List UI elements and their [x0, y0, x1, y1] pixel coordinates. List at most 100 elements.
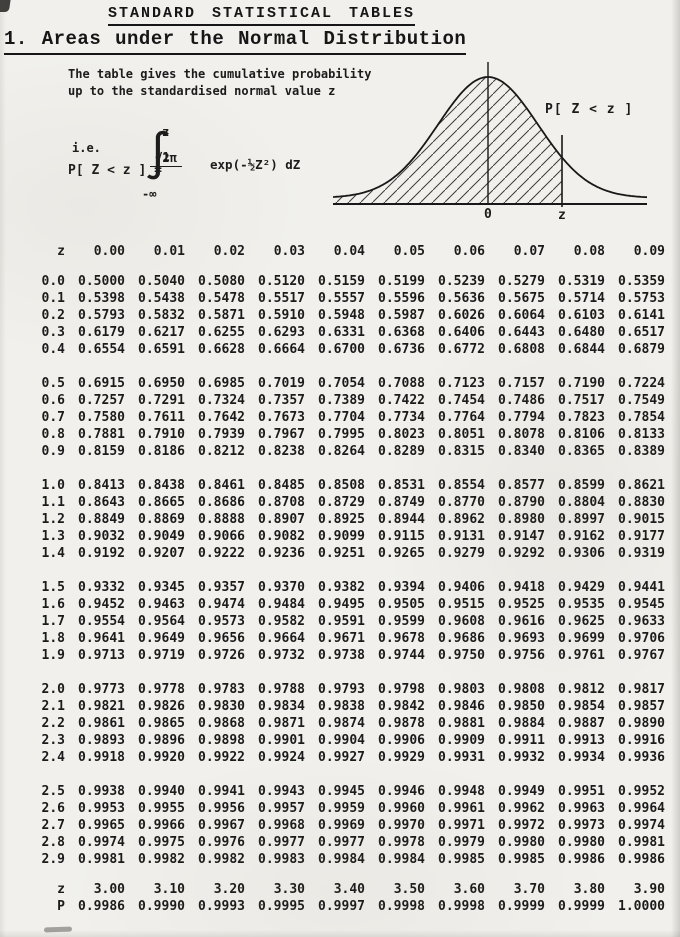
table-cell: 0.9505: [378, 597, 425, 612]
table-cell: 0.9554: [78, 614, 125, 629]
table-cell: 0.9842: [378, 699, 425, 714]
table-cell: 1.0000: [618, 899, 665, 914]
table-row: 0.7 0.7580 0.7611 0.7642 0.7673 0.7704 0.7734 0…: [20, 409, 665, 426]
table-cell: 3.60: [453, 882, 485, 897]
table-cell: 0.9904: [318, 733, 365, 748]
row-label: 2.8: [41, 835, 65, 850]
table-cell: 0.6368: [378, 325, 425, 340]
table-cell: 0.7257: [78, 393, 125, 408]
table-cell: 0.9964: [618, 801, 665, 816]
table-cell: 0.9279: [438, 546, 485, 561]
table-cell: 0.9608: [438, 614, 485, 629]
table-cell: 0.8790: [498, 495, 545, 510]
table-cell: 0.9535: [558, 597, 605, 612]
table-cell: 0.9756: [498, 648, 545, 663]
table-cell: 0.5596: [378, 291, 425, 306]
table-cell: 0.6554: [78, 342, 125, 357]
table-cell: 0.5438: [138, 291, 185, 306]
table-cell: 0.9463: [138, 597, 185, 612]
table-cell: 0.6628: [198, 342, 245, 357]
table-row: 0.6 0.7257 0.7291 0.7324 0.7357 0.7389 0.7422 0…: [20, 392, 665, 409]
normal-distribution-table: z 0.00 0.01 0.02 0.03 0.04 0.05 0.06 0.07 0.08 0.0…: [20, 243, 665, 915]
table-cell: 0.9854: [558, 699, 605, 714]
table-cell: 0.6517: [618, 325, 665, 340]
table-cell: 0.8997: [558, 512, 605, 527]
table-cell: 0.9686: [438, 631, 485, 646]
table-cell: 0.8554: [438, 478, 485, 493]
table-cell: 0.9952: [618, 784, 665, 799]
table-cell: 0.9803: [438, 682, 485, 697]
table-cell: 0.8389: [618, 444, 665, 459]
table-cell: 0.9394: [378, 580, 425, 595]
table-cell: 0.9545: [618, 597, 665, 612]
table-cell: 0.9980: [558, 835, 605, 850]
table-row: 1.8 0.9641 0.9649 0.9656 0.9664 0.9671 0.9678 0…: [20, 630, 665, 647]
row-label: 2.3: [41, 733, 65, 748]
table-cell: 0.9767: [618, 648, 665, 663]
table-cell: 0.9874: [318, 716, 365, 731]
table-cell: 0.9938: [78, 784, 125, 799]
table-cell: 0.5948: [318, 308, 365, 323]
table-cell: 0.9319: [618, 546, 665, 561]
table-cell: 3.10: [153, 882, 185, 897]
table-row: 2.7 0.9965 0.9966 0.9967 0.9968 0.9969 0.9970 0…: [20, 817, 665, 834]
table-cell: 0.04: [333, 244, 365, 259]
probability-area-label: P[ Z < z ]: [545, 102, 633, 117]
table-cell: 0.8461: [198, 478, 245, 493]
table-cell: 0.6772: [438, 342, 485, 357]
table-cell: 0.9484: [258, 597, 305, 612]
table-row: 1.7 0.9554 0.9564 0.9573 0.9582 0.9591 0.9599 0…: [20, 613, 665, 630]
row-label: 0.4: [41, 342, 65, 357]
table-cell: 0.6217: [138, 325, 185, 340]
table-cell: 0.5279: [498, 274, 545, 289]
table-cell: 0.9778: [138, 682, 185, 697]
table-cell: 0.8804: [558, 495, 605, 510]
section-heading: 1. Areas under the Normal Distribution: [4, 28, 467, 55]
table-cell: 0.9032: [78, 529, 125, 544]
table-cell: 0.9798: [378, 682, 425, 697]
table-cell: 0.9332: [78, 580, 125, 595]
row-label: 2.9: [41, 852, 65, 867]
table-cell: 0.9049: [138, 529, 185, 544]
table-cell: 0.9265: [378, 546, 425, 561]
table-cell: 0.7486: [498, 393, 545, 408]
table-cell: 0.9896: [138, 733, 185, 748]
table-row: 0.9 0.8159 0.8186 0.8212 0.8238 0.8264 0.8289 0…: [20, 443, 665, 460]
table-cell: 0.7823: [558, 410, 605, 425]
table-cell: 0.8078: [498, 427, 545, 442]
table-cell: 0.8944: [378, 512, 425, 527]
table-cell: 0.9985: [438, 852, 485, 867]
table-cell: 0.6331: [318, 325, 365, 340]
row-label: 0.2: [41, 308, 65, 323]
table-cell: 0.8289: [378, 444, 425, 459]
page-title: STANDARD STATISTICAL TABLES: [108, 5, 416, 26]
table-cell: 0.9865: [138, 716, 185, 731]
table-cell: 0.6879: [618, 342, 665, 357]
table-cell: 0.5359: [618, 274, 665, 289]
table-row: 2.1 0.9821 0.9826 0.9830 0.9834 0.9838 0.9842 0…: [20, 698, 665, 715]
row-label: 0.1: [41, 291, 65, 306]
table-cell: 0.9998: [378, 899, 425, 914]
integral-sign: ∫: [144, 128, 172, 182]
table-cell: 0.9884: [498, 716, 545, 731]
table-row: 2.2 0.9861 0.9865 0.9868 0.9871 0.9874 0.9878 0…: [20, 715, 665, 732]
table-cell: 0.9957: [258, 801, 305, 816]
row-label: 1.7: [41, 614, 65, 629]
table-cell: 0.9207: [138, 546, 185, 561]
row-label: 0.9: [41, 444, 65, 459]
table-cell: 0.9913: [558, 733, 605, 748]
table-cell: 0.7157: [498, 376, 545, 391]
table-cell: 0.5199: [378, 274, 425, 289]
table-cell: 0.9929: [378, 750, 425, 765]
table-cell: 0.7794: [498, 410, 545, 425]
table-cell: 0.6844: [558, 342, 605, 357]
table-cell: 0.9953: [78, 801, 125, 816]
table-cell: 0.9909: [438, 733, 485, 748]
table-row: 2.9 0.9981 0.9982 0.9982 0.9983 0.9984 0.9984 0…: [20, 851, 665, 868]
table-cell: 0.9916: [618, 733, 665, 748]
table-cell: 0.6141: [618, 308, 665, 323]
table-cell: 0.9972: [498, 818, 545, 833]
table-cell: 0.6480: [558, 325, 605, 340]
table-cell: 0.8749: [378, 495, 425, 510]
table-cell: 0.9967: [198, 818, 245, 833]
